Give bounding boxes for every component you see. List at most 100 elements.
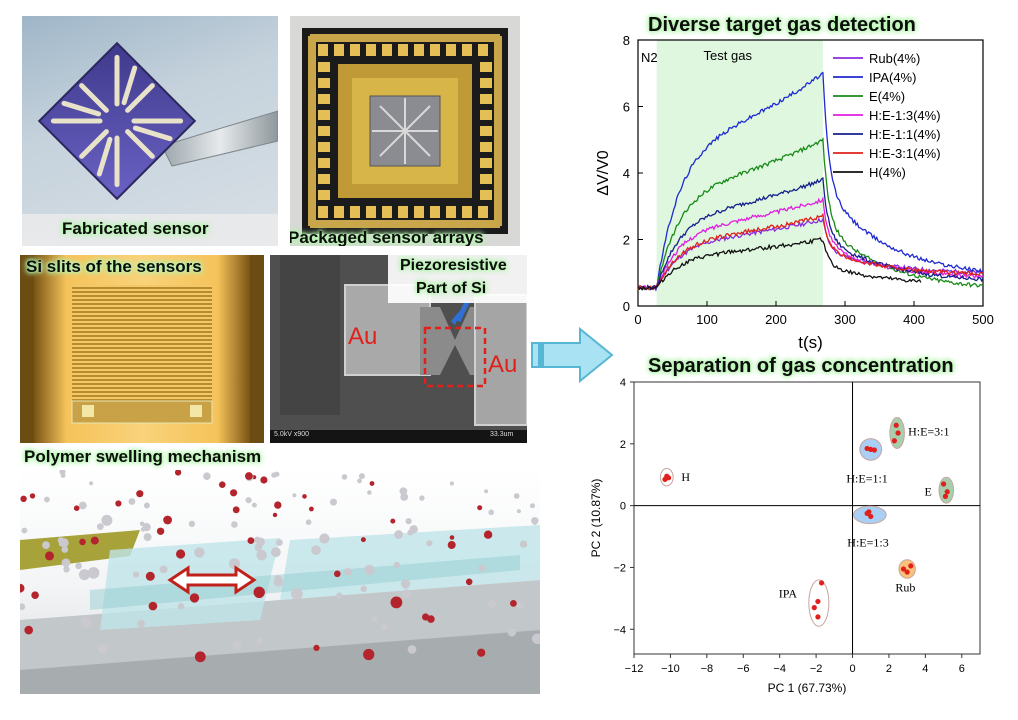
molecule	[449, 535, 455, 540]
molecule	[251, 502, 257, 508]
x-tick-label: −12	[625, 663, 644, 675]
molecule	[44, 496, 50, 503]
series-line	[637, 177, 984, 292]
sem-scale-right: 33.3um	[490, 431, 514, 438]
molecule	[229, 558, 240, 570]
molecule	[90, 536, 99, 545]
pca-scatter-chart: −12 −10 −8 −6 −4 −2 0 2 4 6 −4 −2 0 2 4 PC 1 (67.73%) PC…	[589, 377, 981, 695]
molecule	[477, 505, 483, 511]
fabricated-sensor-photo: Fabricated sensor	[22, 16, 278, 246]
polymer-caption: Polymer swelling mechanism	[24, 447, 262, 466]
molecule	[63, 566, 70, 573]
molecule	[484, 489, 489, 494]
x-tick-label: 6	[959, 663, 965, 675]
molecule	[477, 648, 486, 657]
molecule	[519, 540, 528, 548]
packaged-sensor-photo: Packaged sensor arrays	[290, 16, 520, 246]
molecule	[394, 530, 403, 539]
molecule	[400, 493, 409, 501]
molecule	[507, 628, 517, 637]
molecule	[367, 490, 372, 495]
molecule	[143, 502, 150, 509]
molecule	[256, 637, 263, 645]
molecule	[219, 481, 226, 488]
legend-label: H(4%)	[869, 165, 906, 180]
molecule	[358, 473, 365, 480]
molecule	[247, 537, 255, 544]
molecule	[133, 571, 140, 578]
pca-point	[942, 493, 948, 499]
molecule	[137, 619, 145, 628]
cluster-label: IPA	[779, 587, 798, 601]
si-slits-drawing	[34, 255, 250, 443]
molecule	[232, 640, 242, 650]
x-tick-label: 300	[834, 312, 856, 327]
x-tick-label: −4	[773, 663, 786, 675]
molecule	[101, 514, 113, 526]
molecule	[516, 509, 521, 514]
molecule	[313, 644, 320, 651]
molecule	[390, 518, 396, 524]
molecule	[449, 481, 454, 486]
molecule	[143, 533, 152, 542]
molecule	[73, 505, 80, 511]
molecule	[60, 473, 66, 478]
x-tick-label: 400	[903, 312, 925, 327]
molecule	[336, 592, 343, 599]
molecule	[142, 523, 151, 532]
molecule	[516, 601, 525, 610]
molecule	[274, 501, 282, 509]
legend-label: H:E-1:1(4%)	[869, 127, 941, 142]
molecule	[369, 481, 375, 486]
y-tick-label: 8	[623, 33, 630, 48]
x-tick-label: 0	[849, 663, 855, 675]
pca-point	[895, 430, 901, 436]
x-axis-label: PC 1 (67.73%)	[768, 681, 847, 695]
series-line	[637, 237, 922, 291]
pca-point	[866, 509, 872, 515]
sem-scale-left: 5.0kV x900	[274, 431, 310, 438]
molecule	[401, 589, 412, 599]
pca-point	[893, 422, 899, 428]
series-line	[637, 195, 984, 291]
molecule	[419, 495, 425, 501]
legend-label: E(4%)	[869, 89, 905, 104]
molecule	[276, 539, 283, 546]
molecule	[291, 588, 303, 600]
molecule	[29, 493, 36, 499]
molecule	[45, 551, 54, 561]
au-label-left: Au	[348, 323, 378, 350]
au-label-right: Au	[488, 351, 518, 378]
molecule	[381, 623, 388, 631]
series-line	[637, 137, 984, 291]
molecule	[363, 648, 375, 661]
molecule	[194, 651, 206, 663]
molecule	[405, 518, 412, 525]
molecule	[177, 603, 185, 610]
molecule	[20, 603, 26, 610]
molecule	[393, 561, 400, 568]
cluster-label: E	[924, 485, 931, 499]
polymer-swelling-render	[20, 470, 540, 694]
y-tick-label: 4	[620, 377, 626, 389]
molecule	[194, 547, 205, 558]
molecule	[273, 577, 283, 587]
molecule	[488, 509, 495, 516]
x-tick-label: −10	[661, 663, 680, 675]
molecule	[256, 537, 265, 547]
molecule	[426, 540, 433, 547]
cluster-label: H:E=1:3	[847, 536, 888, 550]
right-arrow-icon	[531, 326, 614, 384]
x-tick-label: −2	[810, 663, 823, 675]
fabricated-sensor-drawing	[37, 41, 278, 201]
y-tick-label: 0	[620, 501, 626, 513]
x-axis-label: t(s)	[798, 333, 823, 352]
molecule	[78, 501, 87, 510]
pca-point	[940, 481, 947, 487]
molecule	[115, 500, 122, 507]
molecule	[341, 474, 348, 480]
molecule	[360, 537, 366, 543]
x-tick-label: −8	[701, 663, 714, 675]
piezo-label-box	[388, 255, 527, 303]
plot-frame	[633, 381, 981, 655]
